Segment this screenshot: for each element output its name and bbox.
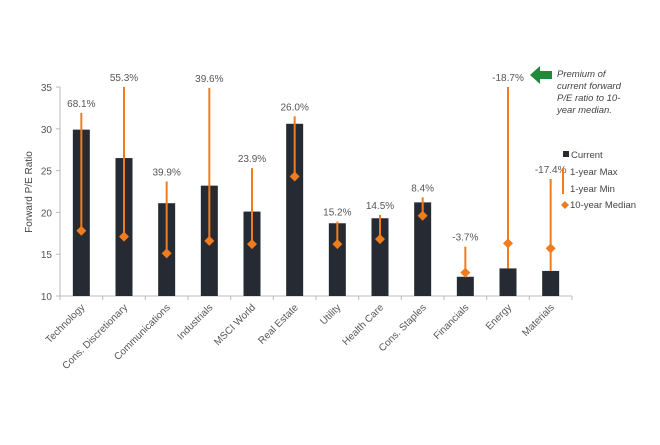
y-tick-label: 10	[41, 292, 53, 303]
annotation-line-1: Premium of	[557, 69, 607, 80]
data-label: -17.4%	[535, 165, 567, 176]
data-label: 23.9%	[238, 154, 266, 165]
data-label: 68.1%	[67, 99, 95, 110]
x-tick-label: Financials	[432, 302, 472, 342]
x-tick-label: Health Care	[341, 302, 387, 348]
y-tick-label: 30	[41, 125, 53, 136]
bar-current	[542, 270, 560, 296]
annotation: Premium of current forward P/E ratio to …	[530, 66, 622, 116]
x-tick-label: Technology	[44, 302, 88, 346]
y-tick-label: 20	[41, 208, 53, 219]
median-marker	[119, 231, 129, 242]
y-axis-label: Forward P/E Ratio	[24, 151, 35, 233]
median-marker	[417, 210, 428, 221]
data-label: 26.0%	[280, 102, 308, 113]
legend-median-swatch	[561, 201, 569, 209]
median-marker	[460, 267, 471, 278]
x-tick-label: MSCI World	[212, 302, 258, 348]
bar-current	[371, 218, 389, 296]
x-tick-label: Utility	[318, 302, 343, 327]
legend-median: 10-year Median	[570, 200, 636, 211]
bar-current	[499, 268, 517, 296]
y-tick-label: 25	[41, 167, 53, 178]
median-marker	[204, 235, 215, 246]
bar-current	[456, 276, 474, 296]
median-marker	[332, 239, 343, 250]
axes: 10 15 20 25 30 35	[41, 83, 573, 303]
data-label: 39.9%	[152, 167, 180, 178]
annotation-line-4: year median.	[556, 105, 612, 116]
legend-current-swatch	[563, 151, 569, 157]
data-label: 55.3%	[110, 73, 138, 84]
data-label: 39.6%	[195, 74, 223, 85]
data-label: -3.7%	[452, 233, 478, 244]
x-tick-label: Industrials	[175, 302, 215, 342]
y-tick-label: 35	[41, 83, 53, 94]
median-marker	[76, 225, 87, 236]
median-marker	[375, 234, 385, 245]
annotation-line-3: P/E ratio to 10-	[557, 93, 620, 104]
data-label: 14.5%	[366, 201, 394, 212]
median-marker	[247, 239, 257, 250]
annotation-line-2: current forward	[557, 81, 622, 92]
bar-current	[286, 123, 304, 296]
legend-current: Current	[571, 150, 603, 161]
data-label: -18.7%	[492, 73, 524, 84]
legend-max: 1-year Max	[570, 167, 618, 178]
legend: Current 1-year Max 1-year Min 10-year Me…	[561, 150, 636, 211]
median-marker	[289, 171, 300, 182]
x-tick-label: Energy	[484, 302, 514, 332]
median-marker	[503, 238, 513, 249]
data-label: 8.4%	[411, 183, 434, 194]
legend-min: 1-year Min	[570, 184, 615, 195]
x-tick-label: Materials	[520, 302, 556, 338]
bar-current	[243, 211, 261, 296]
green-arrow-icon	[530, 66, 552, 84]
median-marker	[161, 248, 172, 259]
y-tick-label: 15	[41, 250, 53, 261]
bar-current	[414, 202, 432, 296]
bar-current	[328, 223, 346, 296]
median-marker	[545, 243, 556, 254]
data-label: 15.2%	[323, 208, 351, 219]
x-tick-label: Real Estate	[256, 302, 301, 347]
